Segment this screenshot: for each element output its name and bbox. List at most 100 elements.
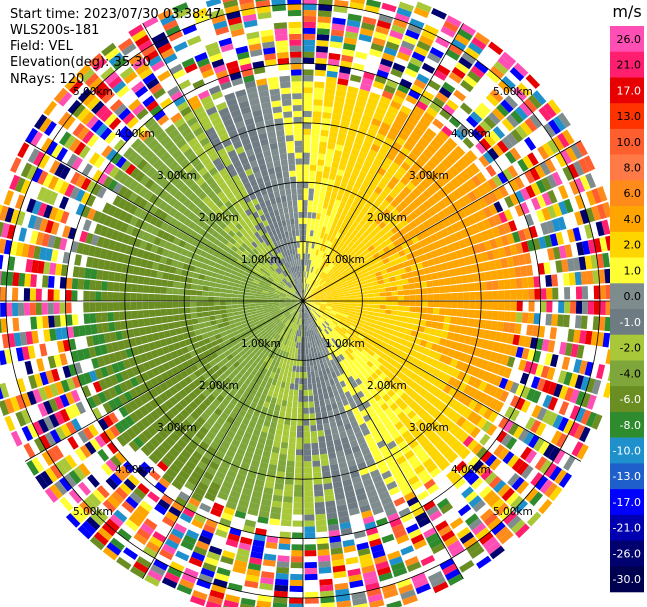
gate-993	[457, 197, 467, 208]
gate-1311	[538, 236, 547, 249]
gate-3131	[279, 531, 291, 539]
gate-4586	[124, 292, 131, 301]
gate-302	[376, 19, 392, 30]
gate-3465	[263, 375, 270, 383]
gate-987	[427, 216, 437, 226]
gate-2073	[533, 437, 545, 452]
gate-188	[332, 107, 343, 115]
gate-3244	[240, 597, 256, 607]
gate-467	[324, 253, 330, 260]
gate-3248	[300, 306, 302, 313]
gate-2630	[413, 539, 427, 550]
gate-877	[372, 241, 380, 249]
gate-1945	[398, 344, 407, 352]
gate-1783	[348, 313, 355, 318]
gate-3083	[291, 550, 303, 557]
gate-532	[374, 172, 384, 181]
gate-3413	[272, 366, 278, 374]
gate-1457	[515, 278, 523, 289]
gate-1350	[477, 262, 485, 272]
gate-2831	[362, 570, 377, 580]
gate-1377	[344, 293, 351, 297]
gate-4495	[53, 315, 61, 328]
gate-4617	[243, 295, 250, 299]
gate-3419	[257, 398, 265, 407]
gate-112	[306, 265, 309, 272]
gate-474	[343, 216, 350, 224]
gate-1056	[534, 164, 546, 179]
gate-1696	[425, 320, 433, 328]
gate-3352	[294, 317, 298, 324]
gate-318	[326, 221, 333, 229]
gate-1837	[358, 319, 366, 324]
gate-3371	[254, 423, 263, 431]
gate-948	[466, 178, 477, 190]
gate-2309	[403, 406, 413, 416]
gate-3213	[280, 405, 287, 413]
gate-389	[371, 118, 382, 127]
gate-684	[389, 190, 398, 199]
gate-2989	[320, 602, 336, 607]
gate-251	[361, 22, 376, 31]
gate-1120	[319, 291, 326, 295]
gate-4574	[196, 296, 203, 301]
gate-1649	[438, 315, 445, 323]
gate-3004	[303, 372, 307, 379]
gate-2282	[518, 503, 533, 519]
gate-768	[336, 263, 343, 269]
gate-1514	[546, 287, 553, 300]
gate-1728	[314, 303, 321, 306]
gate-4544	[53, 302, 60, 315]
gate-4477	[166, 308, 173, 316]
gate-3251	[295, 324, 299, 331]
gate-4670	[232, 290, 239, 295]
gate-3000	[303, 348, 306, 355]
gate-2604	[342, 385, 349, 393]
gate-436	[370, 143, 381, 153]
gate-3366	[265, 395, 272, 403]
gate-2743	[315, 346, 320, 353]
gate-2039	[358, 333, 365, 340]
gate-824	[364, 241, 372, 249]
gate-1829	[314, 304, 320, 308]
gate-1873	[575, 390, 586, 406]
gate-1918	[531, 390, 542, 404]
gate-431	[358, 170, 367, 179]
gate-1646	[420, 313, 428, 320]
gate-447	[397, 83, 410, 94]
gate-242	[345, 97, 356, 106]
gate-1542	[409, 301, 416, 307]
gate-2229	[524, 487, 539, 503]
gate-1441	[421, 288, 428, 295]
gate-3468	[255, 391, 262, 399]
gate-957	[533, 129, 547, 145]
gate-3090	[289, 597, 303, 604]
gate-1264	[574, 211, 584, 226]
gate-561	[309, 286, 314, 292]
gate-1965	[510, 395, 521, 408]
gate-1171	[319, 292, 326, 296]
gate-2981	[317, 549, 330, 556]
gate-2383	[487, 517, 502, 531]
gate-902	[492, 144, 504, 157]
gate-513	[317, 270, 323, 276]
gate-2061	[468, 399, 478, 410]
gate-515	[323, 259, 329, 266]
gate-4350	[36, 358, 45, 372]
gate-1888	[368, 326, 376, 332]
gate-1220	[308, 297, 315, 300]
gate-1234	[387, 271, 395, 278]
gate-3242	[244, 580, 259, 589]
gate-1344	[442, 270, 450, 278]
gate-2267	[450, 440, 462, 452]
gate-1781	[337, 310, 344, 314]
gate-1332	[372, 284, 380, 290]
gate-2647	[329, 366, 335, 373]
gate-3112	[291, 413, 298, 420]
gate-696	[433, 134, 446, 146]
gate-1832	[330, 310, 337, 314]
gate-2091	[360, 339, 368, 346]
gate-728	[374, 217, 383, 225]
gate-1757	[481, 339, 489, 350]
gate-2346	[336, 340, 343, 347]
